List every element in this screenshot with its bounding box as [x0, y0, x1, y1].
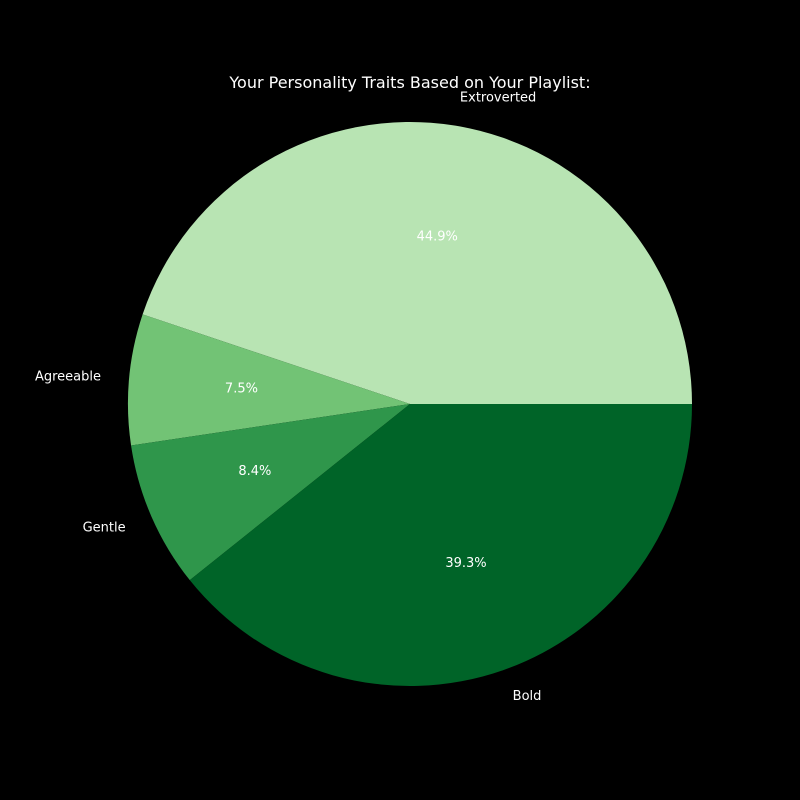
- pie-labels: Extroverted 44.9% Agreeable 7.5% Gentle 8.4% B…: [35, 90, 541, 704]
- slice-label-agreeable: Agreeable: [35, 369, 101, 384]
- slice-label-gentle: Gentle: [83, 520, 126, 535]
- pie-slice-agreeable: [128, 314, 411, 446]
- slice-label-bold: Bold: [513, 689, 542, 704]
- pie-slice-extroverted: [142, 122, 692, 404]
- chart-title: Your Personality Traits Based on Your Pl…: [228, 73, 590, 92]
- slice-percent-gentle: 8.4%: [238, 464, 271, 479]
- slice-percent-extroverted: 44.9%: [417, 230, 458, 245]
- slice-percent-bold: 39.3%: [445, 556, 486, 571]
- pie-slice-gentle: [131, 404, 410, 581]
- slice-label-extroverted: Extroverted: [460, 90, 536, 105]
- pie-slice-bold: [189, 404, 693, 686]
- slice-percent-agreeable: 7.5%: [225, 382, 258, 397]
- pie-slices: [128, 122, 693, 686]
